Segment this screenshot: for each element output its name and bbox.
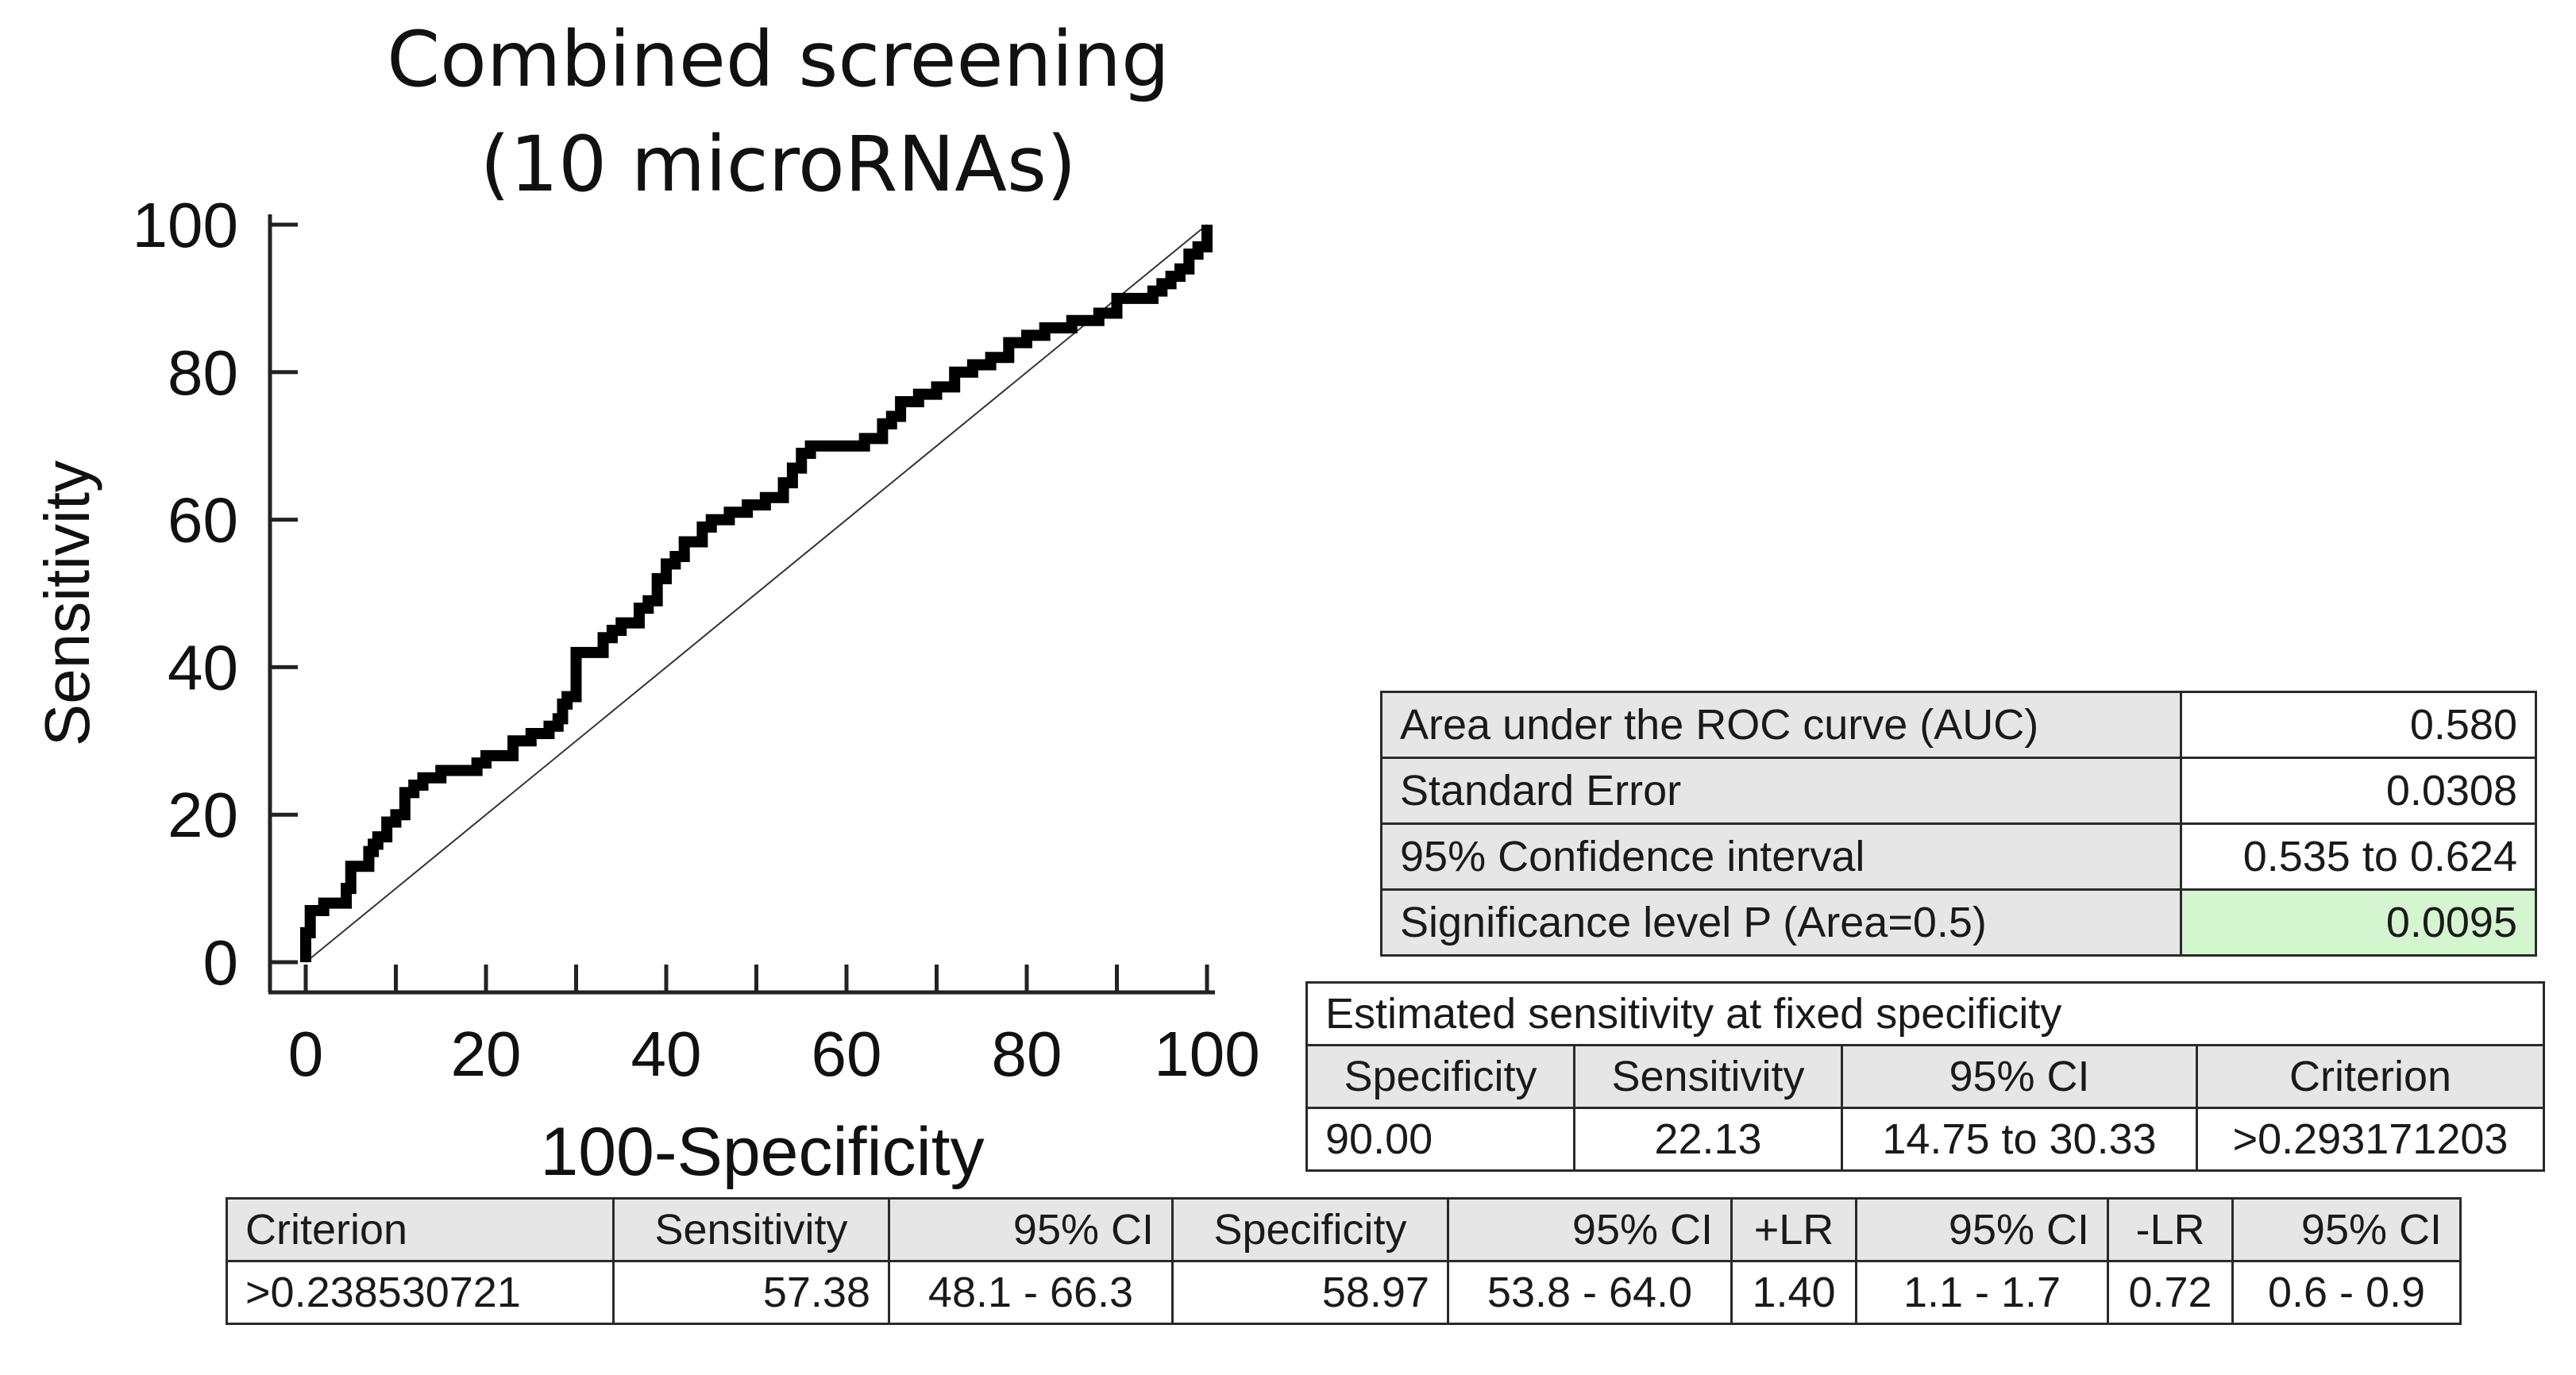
y-tick-label: 40 [168, 632, 238, 703]
x-tick-label: 100 [1154, 1019, 1259, 1089]
auc-label: Area under the ROC curve (AUC) [1380, 691, 2182, 759]
x-tick-label: 0 [288, 1019, 324, 1089]
cell-95ci: 14.75 to 30.33 [1841, 1107, 2198, 1172]
header-plus-lr: +LR [1730, 1197, 1857, 1262]
y-tick-label: 0 [203, 927, 239, 998]
x-tick-label: 60 [812, 1019, 882, 1089]
chart-title-line-1: Combined screening [387, 15, 1170, 104]
header-minus-lr: -LR [2107, 1197, 2234, 1262]
header-sensitivity: Sensitivity [612, 1197, 890, 1262]
standard-error-value: 0.0308 [2180, 757, 2537, 825]
table-row: 95% Confidence interval 0.535 to 0.624 [1380, 822, 2537, 891]
header-sensitivity: Sensitivity [1573, 1044, 1843, 1109]
significance-label: Significance level P (Area=0.5) [1380, 888, 2182, 957]
table-title-row: Estimated sensitivity at fixed specifici… [1305, 981, 2545, 1046]
header-criterion: Criterion [2196, 1044, 2545, 1109]
x-axis-label: 100-Specificity [540, 1114, 984, 1190]
criterion-table: Criterion Sensitivity 95% CI Specificity… [226, 1197, 2462, 1325]
roc-chart: Combined screening (10 microRNAs) 0 20 40 6… [32, 15, 1260, 1190]
cell-minus-lr: 0.72 [2107, 1260, 2234, 1325]
cell-sensitivity-95ci: 48.1 - 66.3 [888, 1260, 1174, 1325]
cell-sensitivity: 57.38 [612, 1260, 890, 1325]
x-tick-label: 40 [631, 1019, 702, 1089]
confidence-interval-label: 95% Confidence interval [1380, 822, 2182, 891]
cell-specificity: 90.00 [1305, 1107, 1575, 1172]
table-row: Standard Error 0.0308 [1380, 757, 2537, 825]
roc-curve [300, 225, 1213, 962]
y-axis-label: Sensitivity [32, 460, 102, 746]
cell-criterion: >0.293171203 [2196, 1107, 2545, 1172]
table-row: 90.00 22.13 14.75 to 30.33 >0.293171203 [1305, 1107, 2545, 1172]
table-row: Significance level P (Area=0.5) 0.0095 [1380, 888, 2537, 957]
cell-sensitivity: 22.13 [1573, 1107, 1843, 1172]
standard-error-label: Standard Error [1380, 757, 2182, 825]
confidence-interval-value: 0.535 to 0.624 [2180, 822, 2537, 891]
auc-summary-table: Area under the ROC curve (AUC) 0.580 Sta… [1380, 691, 2537, 957]
header-sensitivity-95ci: 95% CI [888, 1197, 1174, 1262]
y-tick-label: 100 [133, 190, 238, 260]
auc-value: 0.580 [2180, 691, 2537, 759]
significance-value: 0.0095 [2180, 888, 2537, 957]
header-plus-lr-95ci: 95% CI [1855, 1197, 2109, 1262]
reference-diagonal [305, 224, 1208, 963]
x-tick-label: 80 [992, 1019, 1062, 1089]
header-minus-lr-95ci: 95% CI [2231, 1197, 2462, 1262]
cell-plus-lr: 1.40 [1730, 1260, 1857, 1325]
cell-plus-lr-95ci: 1.1 - 1.7 [1855, 1260, 2109, 1325]
y-tick-label: 20 [168, 780, 238, 850]
header-specificity: Specificity [1305, 1044, 1575, 1109]
cell-specificity-95ci: 53.8 - 64.0 [1447, 1260, 1733, 1325]
cell-criterion: >0.238530721 [226, 1260, 615, 1325]
chart-title-line-2: (10 microRNAs) [480, 120, 1077, 209]
cell-minus-lr-95ci: 0.6 - 0.9 [2231, 1260, 2462, 1325]
header-specificity: Specificity [1171, 1197, 1449, 1262]
cell-specificity: 58.97 [1171, 1260, 1449, 1325]
table-row: >0.238530721 57.38 48.1 - 66.3 58.97 53.… [226, 1260, 2462, 1325]
header-95ci: 95% CI [1841, 1044, 2198, 1109]
x-tick-label: 20 [451, 1019, 522, 1089]
fixed-specificity-table: Estimated sensitivity at fixed specifici… [1305, 981, 2545, 1172]
table-header-row: Criterion Sensitivity 95% CI Specificity… [226, 1197, 2462, 1262]
y-tick-label: 60 [168, 485, 238, 556]
header-specificity-95ci: 95% CI [1447, 1197, 1733, 1262]
table-header-row: Specificity Sensitivity 95% CI Criterion [1305, 1044, 2545, 1109]
table-row: Area under the ROC curve (AUC) 0.580 [1380, 691, 2537, 759]
fixed-specificity-title: Estimated sensitivity at fixed specifici… [1305, 981, 2545, 1046]
y-tick-label: 80 [168, 337, 238, 408]
header-criterion: Criterion [226, 1197, 615, 1262]
